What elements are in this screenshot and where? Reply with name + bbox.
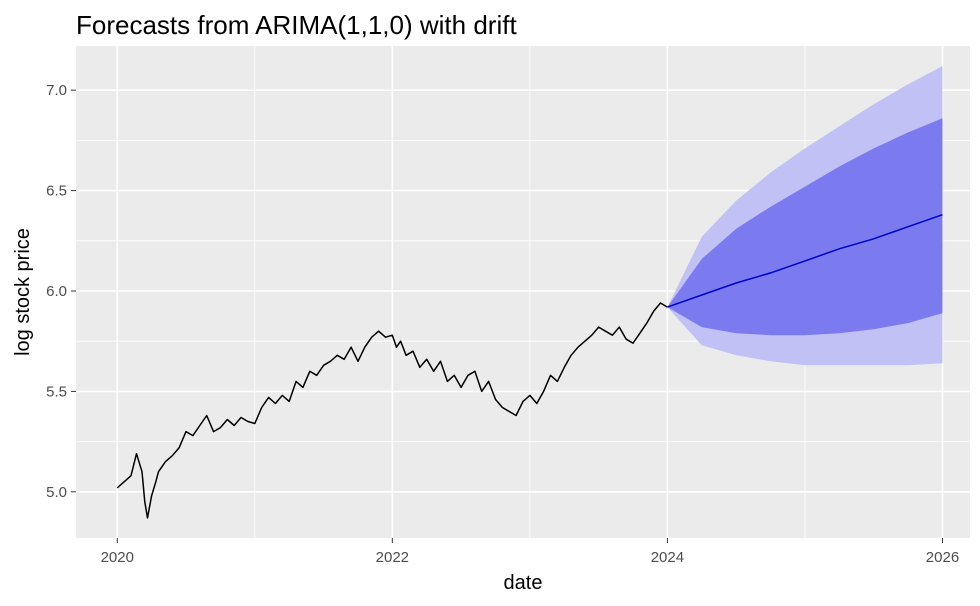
y-axis-title: log stock price xyxy=(12,228,34,356)
y-tick-label: 5.0 xyxy=(46,484,67,501)
forecast-mean-line xyxy=(667,213,943,308)
x-tick-label: 2022 xyxy=(376,549,409,566)
x-tick-label: 2024 xyxy=(651,549,684,566)
x-axis-title: date xyxy=(504,572,543,594)
x-tick-label: 2026 xyxy=(926,549,959,566)
y-tick-label: 6.5 xyxy=(46,183,67,200)
y-tick-label: 5.5 xyxy=(46,383,67,400)
x-tick-label: 2020 xyxy=(101,549,134,566)
y-tick-label: 6.0 xyxy=(46,283,67,300)
series xyxy=(116,213,943,519)
y-axis-ticks: 5.0 5.5 6.0 6.5 7.0 xyxy=(46,82,76,501)
prediction-intervals xyxy=(667,66,943,366)
band-80 xyxy=(667,118,943,336)
x-axis-ticks: 2020 2022 2024 2026 xyxy=(101,538,959,566)
chart-title: Forecasts from ARIMA(1,1,0) with drift xyxy=(76,10,517,40)
y-tick-label: 7.0 xyxy=(46,82,67,99)
history-line xyxy=(116,302,668,519)
